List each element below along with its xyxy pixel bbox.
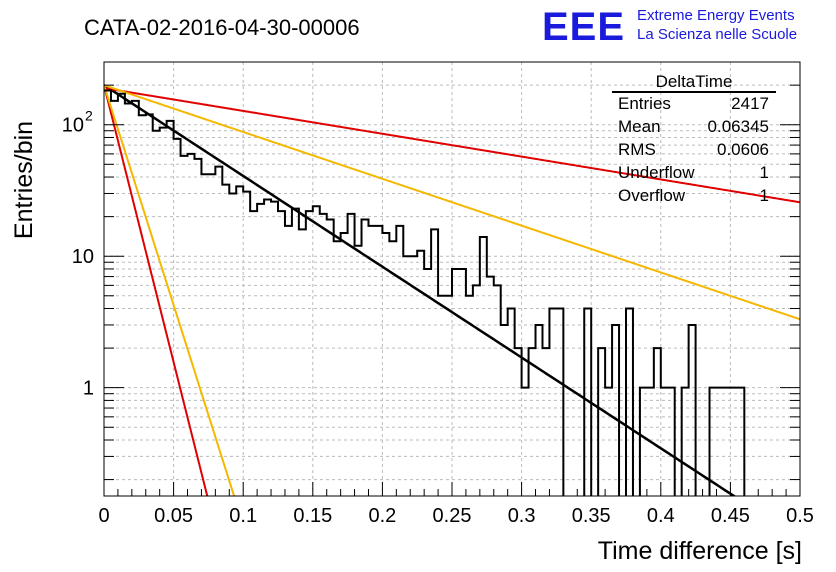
fit-curve-5 bbox=[104, 84, 236, 496]
logo-line-2: La Scienza nelle Scuole bbox=[637, 26, 797, 43]
x-tick-label: 0.35 bbox=[572, 505, 611, 527]
chart-title: CATA-02-2016-04-30-00006 bbox=[84, 15, 360, 40]
x-tick-label: 0.05 bbox=[154, 505, 193, 527]
y-tick-label: 10 bbox=[72, 246, 94, 268]
fit-curves bbox=[104, 84, 800, 496]
y-tick-label-exponent: 2 bbox=[85, 108, 93, 124]
stats-value: 0.06345 bbox=[708, 117, 769, 136]
x-tick-label: 0.1 bbox=[229, 505, 257, 527]
stats-value: 0.0606 bbox=[717, 140, 769, 159]
stats-value: 2417 bbox=[731, 94, 769, 113]
fit-curve-3 bbox=[104, 84, 800, 321]
eee-logo: EEE Extreme Energy Events La Scienza nel… bbox=[542, 5, 797, 49]
x-tick-label: 0 bbox=[98, 505, 109, 527]
stats-label: RMS bbox=[618, 140, 656, 159]
stats-value: 1 bbox=[760, 186, 769, 205]
y-axis-label: Entries/bin bbox=[10, 121, 38, 239]
stats-value: 1 bbox=[760, 163, 769, 182]
histogram bbox=[104, 89, 746, 496]
logo-mark: EEE bbox=[542, 5, 625, 49]
x-tick-label: 0.45 bbox=[711, 505, 750, 527]
x-tick-label: 0.5 bbox=[786, 505, 814, 527]
stats-box: DeltaTime Entries 2417 Mean 0.06345 RMS 0.060… bbox=[612, 72, 776, 205]
x-tick-label: 0.15 bbox=[293, 505, 332, 527]
fit-curve-2 bbox=[104, 87, 800, 204]
x-tick-labels: 0 0.05 0.1 0.15 0.2 0.25 0.3 0.35 0.4 0.45 0.5 bbox=[98, 505, 813, 527]
stats-label: Underflow bbox=[618, 163, 695, 182]
stats-label: Entries bbox=[618, 94, 671, 113]
stats-rows: Entries 2417 Mean 0.06345 RMS 0.0606 Underflow… bbox=[618, 94, 769, 205]
logo-line-1: Extreme Energy Events bbox=[637, 7, 795, 24]
stats-label: Mean bbox=[618, 117, 661, 136]
x-tick-label: 0.3 bbox=[508, 505, 536, 527]
y-tick-label: 10 bbox=[62, 115, 84, 137]
x-tick-label: 0.4 bbox=[647, 505, 675, 527]
histogram-steps bbox=[104, 89, 746, 496]
x-tick-label: 0.25 bbox=[433, 505, 472, 527]
x-tick-label: 0.2 bbox=[368, 505, 396, 527]
x-axis-label: Time difference [s] bbox=[598, 537, 802, 565]
stats-title: DeltaTime bbox=[656, 72, 733, 91]
stats-label: Overflow bbox=[618, 186, 686, 205]
fit-curve-1 bbox=[104, 84, 737, 496]
fit-curve-4 bbox=[104, 84, 209, 496]
y-tick-label: 1 bbox=[83, 378, 94, 400]
axis-ticks bbox=[103, 61, 801, 496]
